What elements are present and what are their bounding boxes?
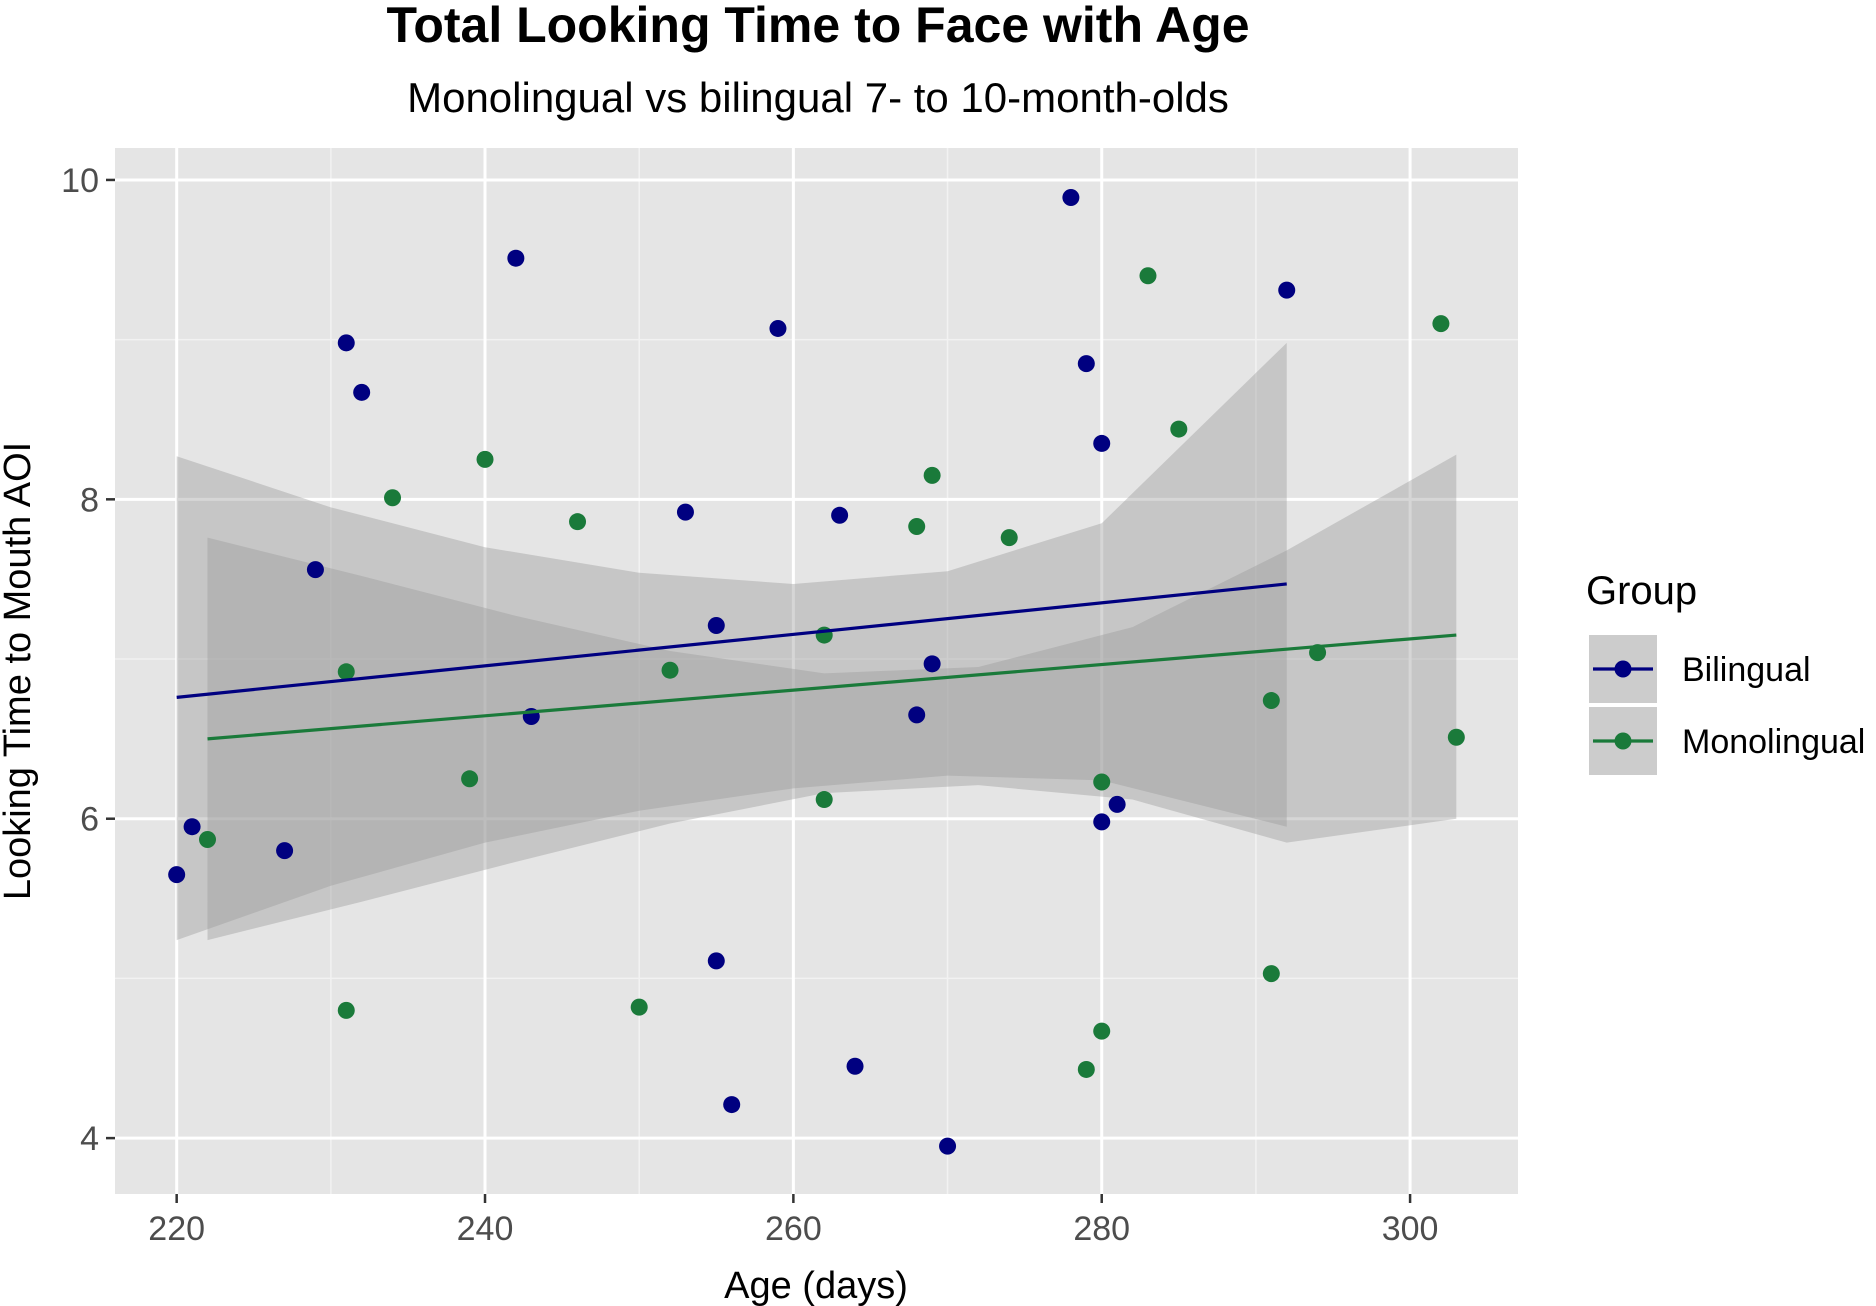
legend-label-bilingual: Bilingual: [1682, 651, 1811, 689]
data-point-monolingual: [815, 791, 833, 809]
data-point-monolingual: [1170, 420, 1188, 438]
data-point-monolingual: [1447, 728, 1465, 746]
legend-key-point: [1614, 660, 1632, 678]
data-point-monolingual: [461, 770, 479, 788]
data-point-bilingual: [1093, 434, 1111, 452]
y-axis-title: Looking Time to Mouth AOI: [0, 442, 39, 900]
data-point-monolingual: [337, 663, 355, 681]
data-point-bilingual: [908, 706, 926, 724]
data-point-bilingual: [923, 655, 941, 673]
fit-line-monolingual: [207, 633, 1457, 741]
data-point-monolingual: [337, 1001, 355, 1019]
data-point-monolingual: [661, 661, 679, 679]
data-point-bilingual: [723, 1096, 741, 1114]
data-point-bilingual: [168, 866, 186, 884]
data-point-monolingual: [199, 830, 217, 848]
data-point-bilingual: [769, 319, 787, 337]
data-point-monolingual: [908, 517, 926, 535]
y-tick-label: 4: [80, 1120, 99, 1158]
data-point-monolingual: [1093, 773, 1111, 791]
x-tick-label: 260: [765, 1210, 822, 1248]
data-point-monolingual: [1262, 692, 1280, 710]
data-point-monolingual: [630, 998, 648, 1016]
data-point-monolingual: [384, 489, 402, 507]
x-tick-label: 300: [1382, 1210, 1439, 1248]
data-point-bilingual: [939, 1137, 957, 1155]
y-tick-label: 6: [80, 801, 99, 839]
data-point-monolingual: [476, 450, 494, 468]
fit-line-bilingual: [176, 582, 1287, 699]
data-point-monolingual: [569, 513, 587, 531]
legend: Group Bilingual Monolingual: [1586, 569, 1865, 777]
chart-subtitle: Monolingual vs bilingual 7- to 10-month-…: [407, 74, 1229, 121]
data-point-monolingual: [1077, 1060, 1095, 1078]
data-point-bilingual: [1278, 281, 1296, 299]
data-point-bilingual: [507, 249, 525, 267]
data-point-monolingual: [1139, 267, 1157, 285]
y-tick-label: 8: [80, 481, 99, 519]
x-tick-label: 240: [457, 1210, 514, 1248]
data-point-bilingual: [276, 842, 294, 860]
y-tick-label: 10: [61, 162, 99, 200]
data-point-bilingual: [1077, 355, 1095, 373]
x-tick-label: 220: [148, 1210, 205, 1248]
data-point-monolingual: [1093, 1022, 1111, 1040]
data-point-bilingual: [846, 1057, 864, 1075]
data-point-bilingual: [183, 818, 201, 836]
data-point-monolingual: [1262, 965, 1280, 983]
fit-lines: [176, 582, 1457, 741]
y-axis-ticks: 4 6 8 10: [61, 162, 115, 1158]
data-point-bilingual: [1093, 813, 1111, 831]
data-points: [168, 189, 1465, 1155]
chart-title: Total Looking Time to Face with Age: [386, 0, 1249, 53]
data-point-bilingual: [1108, 795, 1126, 813]
legend-title: Group: [1586, 569, 1697, 613]
data-point-bilingual: [1062, 189, 1080, 207]
legend-label-monolingual: Monolingual: [1682, 723, 1865, 761]
data-point-bilingual: [353, 383, 371, 401]
minor-gridlines: [115, 148, 1518, 1194]
legend-key-point: [1614, 732, 1632, 750]
data-point-bilingual: [337, 334, 355, 352]
data-point-monolingual: [1000, 529, 1018, 547]
x-tick-label: 280: [1073, 1210, 1130, 1248]
data-point-monolingual: [923, 466, 941, 484]
data-point-bilingual: [707, 952, 725, 970]
x-axis-title: Age (days): [724, 1265, 908, 1306]
data-point-bilingual: [676, 503, 694, 521]
ci-band-monolingual: [207, 454, 1457, 941]
data-point-bilingual: [707, 616, 725, 634]
legend-keys: Bilingual Monolingual: [1587, 633, 1865, 777]
data-point-bilingual: [831, 506, 849, 524]
x-axis-ticks: 220 240 260 280 300: [148, 1194, 1438, 1248]
data-point-bilingual: [306, 561, 324, 579]
major-gridlines: [115, 148, 1518, 1194]
data-point-monolingual: [1432, 315, 1450, 333]
